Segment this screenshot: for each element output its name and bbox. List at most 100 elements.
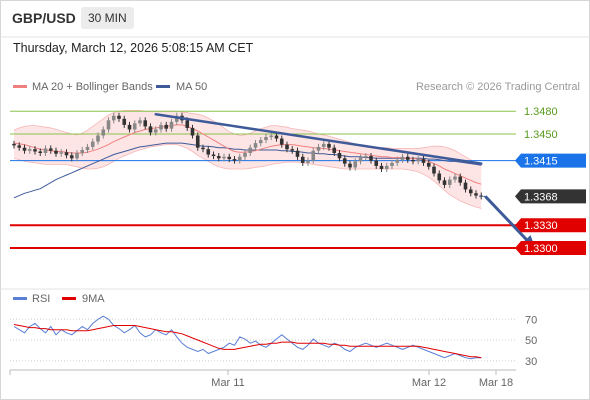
candle-up [222,156,226,159]
rsi-tick-70: 70 [525,314,537,326]
candle-up [447,179,452,185]
candle-up [138,120,142,124]
candle-up [316,146,321,151]
level-tags: 1.3480 1.3450 1.3415 1.3368 1.3330 1.3300 [515,106,586,255]
level-tag-label-1.3480: 1.3480 [524,106,558,118]
candle-down [468,189,473,194]
candle-up [132,123,137,130]
candle-down [463,182,468,190]
candle-down [201,147,205,150]
x-tick-label-0: Mar 11 [211,377,244,389]
rsi-9ma-line [13,324,482,359]
candle-down [185,120,190,128]
candle-up [96,135,100,142]
rsi-line [13,315,482,360]
level-tag-bg-1.3368 [515,189,586,204]
x-tick-label-2: Mar 18 [479,377,513,389]
candle-down [232,159,237,161]
level-tag-label-1.3450: 1.3450 [524,129,558,141]
candle-down [279,138,284,145]
candle-up [80,149,85,153]
rsi-tick-30: 30 [525,356,537,368]
candle-down [69,155,74,159]
candle-up [269,135,274,138]
candle-down [342,158,347,164]
candle-down [54,150,58,154]
candle-up [237,156,242,161]
level-tag-label-1.3330: 1.3330 [524,220,558,232]
candle-down [474,193,478,196]
candle-up [169,121,174,129]
candle-down [348,163,352,168]
candle-down [332,147,337,153]
key-levels [10,110,516,249]
candle-down [127,124,132,130]
candle-down [206,149,211,155]
candle-down [64,152,69,156]
candle-down [437,173,442,181]
legend-label-rsi: RSI [32,293,50,305]
legend-label-bollinger: MA 20 + Bollinger Bands [32,81,153,93]
candle-down [295,150,300,157]
x-tick-label-1: Mar 12 [412,377,446,389]
level-tag-bg-1.3415 [515,153,586,168]
candle-up [400,156,405,160]
candle-down [379,165,384,169]
candle-up [311,150,316,161]
downtrend-line [154,112,483,165]
candle-down [458,176,463,183]
legend-label-ma50: MA 50 [176,81,207,93]
candle-down [38,151,43,153]
candle-up [395,159,400,163]
candle-down [12,143,16,146]
candle-up [353,161,358,168]
candle-up [248,147,253,153]
legend-label-9ma: 9MA [82,293,105,305]
candle-down [290,149,295,151]
candle-up [59,152,64,154]
bollinger-bands [13,110,482,209]
legend-swatch-9ma [62,297,76,300]
candle-up [153,129,158,133]
candle-up [27,149,32,151]
candle-up [253,143,258,148]
timestamp: Thursday, March 12, 2026 5:08:15 AM CET [13,41,254,55]
candle-down [411,159,415,162]
symbol-title: GBP/USD [12,10,76,26]
level-tag-bg-1.3300 [515,241,586,255]
candle-down [285,144,289,150]
candle-down [274,135,279,139]
candle-down [148,126,153,133]
bollinger-band-area [14,110,482,209]
chart-header: GBP/USD 30 MIN [0,0,590,37]
forecast-arrow-shaft [484,195,535,249]
x-axis: Mar 11 Mar 12 Mar 18 [9,370,513,389]
candle-up [90,141,95,147]
candle-down [426,162,431,167]
candle-up [111,115,116,121]
candle-down [327,143,331,148]
candle-down [190,127,195,136]
candle-down [421,159,426,163]
candle-up [159,124,163,130]
legend-swatch-rsi [13,297,27,300]
rsi-tick-50: 50 [525,335,537,347]
candle-down [405,156,410,160]
candle-up [390,162,394,166]
candle-up [384,165,389,169]
candle-down [300,156,305,163]
candle-up [85,146,90,150]
candle-up [416,159,421,162]
legend-swatch-bollinger [13,85,27,88]
candle-down [432,166,436,174]
rsi-panel: 70 50 30 [10,314,537,368]
level-tag-bg-1.3330 [515,218,586,233]
timeframe-button[interactable]: 30 MIN [81,7,134,29]
level-tag-label-1.3368: 1.3368 [524,191,558,203]
level-tag-label-1.3300: 1.3300 [524,243,558,255]
candle-up [453,176,457,180]
candle-up [264,137,268,141]
candle-down [337,153,342,159]
candlesticks [12,112,484,200]
